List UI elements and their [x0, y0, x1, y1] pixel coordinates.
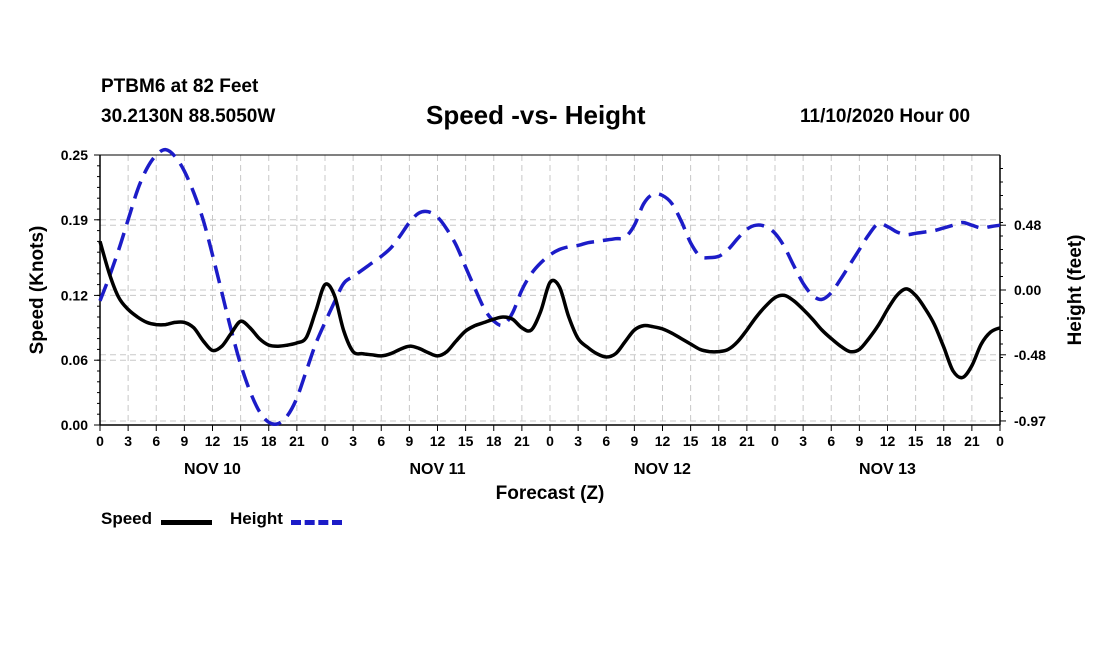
- x-tick-label: 15: [683, 433, 699, 449]
- x-tick-label: 6: [152, 433, 160, 449]
- tick-labels: 0 3 6 9 12 15 18 21 0 3 6 9 12 15 18 21 0 3 6 9 12 15 18 21 0 3 6 9…: [61, 147, 1046, 478]
- legend-height-swatch: [291, 520, 342, 525]
- x-tick-label: 18: [486, 433, 502, 449]
- x-tick-label: 18: [711, 433, 727, 449]
- x-tick-label: 15: [908, 433, 924, 449]
- x-tick-label: 6: [377, 433, 385, 449]
- legend-speed-swatch: [161, 520, 212, 525]
- day-label: NOV 12: [634, 461, 691, 478]
- x-tick-label: 3: [574, 433, 582, 449]
- station-coordinates: 30.2130N 88.5050W: [101, 106, 276, 127]
- x-tick-label: 21: [514, 433, 530, 449]
- station-label: PTBM6 at 82 Feet: [101, 76, 259, 97]
- x-tick-label: 3: [124, 433, 132, 449]
- grid-lines: [100, 155, 1000, 425]
- y-tick-label: 0.25: [61, 147, 88, 163]
- y-tick-label: 0.12: [61, 287, 88, 303]
- x-tick-label: 0: [321, 433, 329, 449]
- x-tick-label: 3: [349, 433, 357, 449]
- x-tick-label: 6: [602, 433, 610, 449]
- x-tick-label: 21: [964, 433, 980, 449]
- x-tick-label: 15: [233, 433, 249, 449]
- x-tick-label: 21: [739, 433, 755, 449]
- x-tick-label: 12: [655, 433, 671, 449]
- series-lines: [98, 147, 1001, 426]
- x-tick-label: 15: [458, 433, 474, 449]
- forecast-datetime: 11/10/2020 Hour 00: [800, 106, 971, 127]
- x-tick-label: 12: [205, 433, 221, 449]
- x-tick-label: 3: [799, 433, 807, 449]
- day-label: NOV 11: [409, 461, 465, 478]
- x-tick-label: 12: [430, 433, 446, 449]
- chart-title: Speed -vs- Height: [426, 100, 646, 130]
- y-tick-label: 0.06: [61, 352, 88, 368]
- x-tick-label: 0: [96, 433, 104, 449]
- plot-frame: [94, 154, 1006, 431]
- x-axis-label: Forecast (Z): [495, 483, 605, 504]
- y2-tick-label: -0.48: [1014, 347, 1046, 363]
- legend-height-label: Height: [230, 509, 283, 528]
- y2-tick-label: 0.48: [1014, 217, 1041, 233]
- speed-series-line: [98, 240, 1001, 380]
- x-tick-label: 6: [827, 433, 835, 449]
- x-tick-label: 9: [405, 433, 413, 449]
- day-label: NOV 10: [184, 461, 241, 478]
- y2-tick-label: -0.97: [1014, 413, 1046, 429]
- x-tick-label: 0: [996, 433, 1004, 449]
- y-tick-label: 0.19: [61, 212, 88, 228]
- legend-speed-label: Speed: [101, 509, 153, 528]
- y-axis-label-speed: Speed (Knots): [27, 225, 48, 355]
- x-tick-label: 0: [771, 433, 779, 449]
- x-tick-label: 18: [261, 433, 277, 449]
- y-axis-label-height: Height (feet): [1065, 234, 1086, 346]
- day-label: NOV 13: [859, 461, 916, 478]
- x-tick-label: 9: [630, 433, 638, 449]
- x-tick-label: 18: [936, 433, 952, 449]
- x-tick-label: 21: [289, 433, 305, 449]
- x-tick-label: 12: [880, 433, 896, 449]
- x-tick-label: 9: [855, 433, 863, 449]
- y2-tick-label: 0.00: [1014, 282, 1041, 298]
- y-tick-label: 0.00: [61, 417, 88, 433]
- x-tick-label: 9: [180, 433, 188, 449]
- x-tick-label: 0: [546, 433, 554, 449]
